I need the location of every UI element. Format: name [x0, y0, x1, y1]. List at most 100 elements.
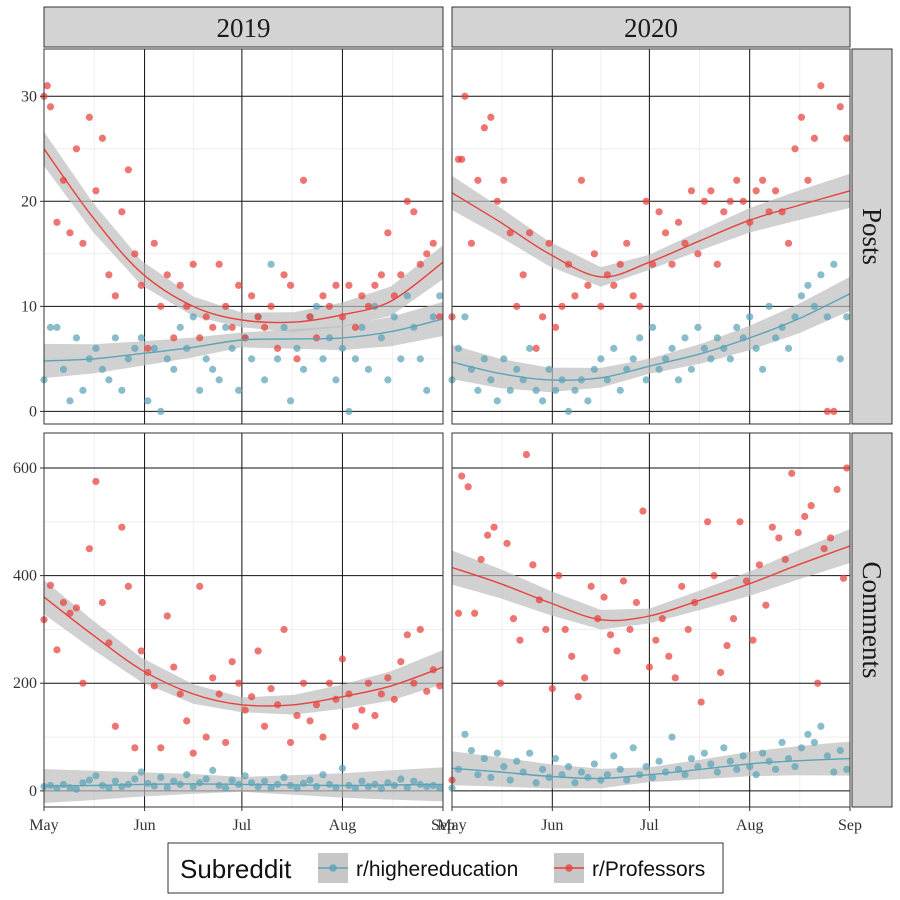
x-tick-label: Sep: [838, 817, 862, 834]
data-point: [228, 323, 236, 331]
x-tick-label: May: [29, 817, 58, 834]
data-point: [771, 187, 780, 195]
data-point: [260, 777, 269, 785]
data-point: [390, 695, 398, 703]
data-point: [716, 668, 725, 677]
strip-column-2019: 2019: [43, 6, 444, 48]
data-point: [532, 386, 540, 394]
data-point: [830, 768, 838, 776]
data-point: [700, 197, 708, 205]
x-tick-label: May: [437, 817, 466, 834]
data-point: [687, 187, 696, 195]
data-point: [312, 782, 321, 791]
data-point: [371, 711, 379, 720]
smooth-line-r-professors: [43, 596, 444, 707]
data-point: [746, 313, 754, 321]
data-point: [713, 768, 721, 776]
data-point: [280, 323, 288, 331]
points-r-professors: [448, 450, 851, 784]
data-point: [516, 636, 524, 644]
data-point: [137, 281, 145, 289]
y-tick-label: 0: [29, 783, 37, 800]
smooth-line-r-highereducation: [43, 318, 444, 362]
data-point: [694, 763, 702, 771]
data-point: [338, 764, 347, 772]
data-point: [222, 784, 230, 792]
data-point: [209, 365, 217, 373]
data-point: [118, 782, 126, 791]
data-point: [668, 260, 676, 268]
data-point: [241, 772, 249, 780]
data-point: [461, 92, 469, 100]
data-point: [571, 779, 579, 787]
data-point: [713, 260, 721, 268]
strip-row-posts: Posts: [851, 48, 893, 425]
data-point: [79, 239, 87, 247]
data-point: [629, 355, 637, 363]
data-point: [487, 376, 495, 384]
data-point: [410, 679, 418, 687]
x-tick-label: Sep: [431, 817, 455, 834]
panel-2019-comments: [40, 432, 444, 808]
data-point: [306, 313, 314, 321]
data-point: [458, 155, 466, 163]
strip-background: [851, 432, 893, 808]
data-point: [739, 752, 747, 760]
data-point: [545, 239, 553, 247]
data-point: [157, 744, 165, 752]
data-point: [532, 779, 540, 787]
points-r-professors: [448, 82, 851, 415]
data-point: [564, 407, 573, 415]
data-point: [746, 763, 754, 771]
data-point: [183, 717, 191, 725]
data-point: [53, 646, 61, 654]
legend-title: Subreddit: [180, 854, 292, 884]
data-point: [843, 765, 851, 773]
data-point: [423, 250, 431, 258]
data-point: [836, 355, 844, 363]
data-point: [59, 598, 68, 607]
data-point: [131, 250, 139, 258]
data-point: [397, 775, 405, 783]
data-point: [338, 655, 347, 663]
data-point: [597, 302, 605, 310]
data-point: [784, 239, 793, 247]
data-point: [124, 582, 132, 590]
data-point: [403, 631, 411, 639]
data-point: [836, 103, 844, 111]
data-point: [493, 749, 501, 757]
data-point: [697, 698, 705, 706]
data-point: [771, 765, 780, 773]
y-tick-label: 10: [21, 298, 37, 315]
data-point: [131, 744, 139, 752]
data-point: [170, 777, 178, 785]
data-point: [423, 687, 431, 695]
data-point: [144, 779, 152, 787]
data-point: [590, 760, 598, 768]
data-point: [739, 197, 747, 205]
data-point: [558, 302, 566, 310]
data-point: [286, 397, 295, 405]
data-point: [358, 777, 366, 785]
data-point: [377, 271, 385, 279]
data-point: [668, 733, 676, 741]
data-point: [267, 784, 275, 792]
data-point: [590, 365, 598, 373]
data-point: [222, 302, 230, 310]
data-point: [260, 323, 269, 331]
data-point: [503, 539, 511, 547]
data-point: [157, 773, 165, 782]
data-point: [79, 386, 87, 394]
data-point: [645, 663, 653, 671]
data-point: [85, 545, 94, 553]
data-point: [299, 365, 308, 373]
data-point: [797, 113, 806, 121]
data-point: [384, 674, 392, 682]
data-point: [248, 355, 256, 363]
data-point: [397, 355, 405, 363]
data-point: [817, 722, 825, 730]
data-point: [209, 766, 217, 775]
data-point: [202, 313, 210, 321]
data-point: [713, 334, 721, 342]
data-point: [674, 376, 683, 384]
